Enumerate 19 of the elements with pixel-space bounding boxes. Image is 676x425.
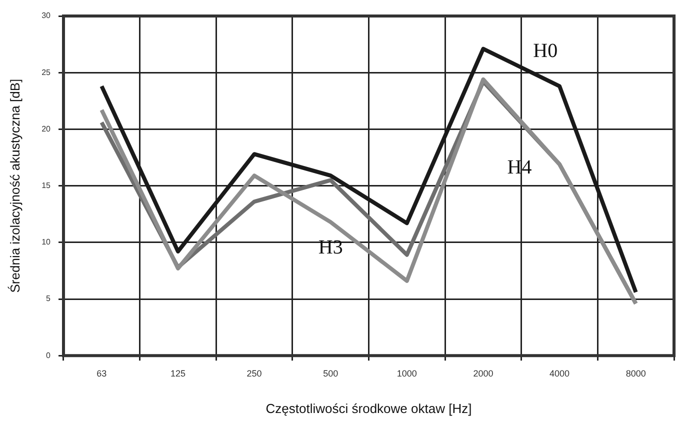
x-tick-label: 8000 (626, 368, 646, 378)
x-tick-label: 125 (170, 368, 186, 378)
x-axis-title: Częstotliwości środkowe oktaw [Hz] (266, 400, 472, 416)
series-label: H0 (533, 40, 558, 62)
x-tick-label: 2000 (473, 368, 494, 378)
y-tick-label: 25 (42, 68, 52, 77)
x-tick-label: 250 (246, 368, 262, 378)
x-tick-label: 1000 (396, 368, 417, 378)
y-tick-label: 15 (42, 181, 52, 190)
y-tick-label: 5 (46, 294, 52, 304)
y-tick-label: 0 (46, 350, 52, 360)
y-tick-label: 10 (42, 238, 52, 247)
series-label: H3 (318, 236, 343, 258)
y-axis-title: Średnia izolacyjność akustyczna [dB] (7, 78, 22, 293)
y-tick-label: 30 (42, 11, 52, 20)
x-tick-label: 63 (96, 368, 107, 378)
x-tick-label: 4000 (550, 368, 570, 378)
x-tick-label: 500 (323, 368, 338, 378)
y-tick-label: 20 (42, 124, 52, 134)
